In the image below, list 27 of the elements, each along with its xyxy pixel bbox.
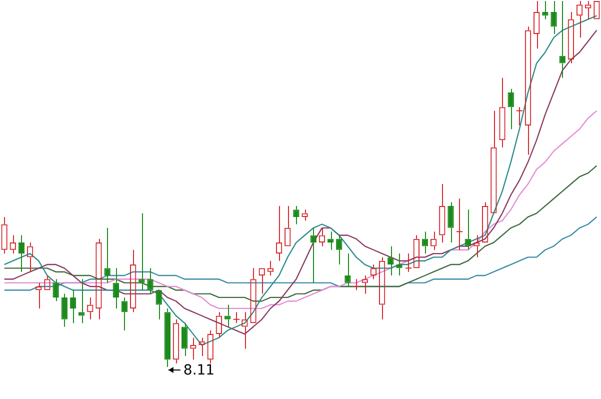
candlestick [138, 212, 145, 291]
candlestick [542, 0, 548, 20]
candlestick [147, 268, 154, 294]
candlestick [18, 234, 25, 272]
candlestick [396, 253, 402, 276]
candlestick [78, 278, 85, 324]
candlestick [508, 88, 514, 130]
candlestick [156, 290, 162, 320]
candlestick [559, 0, 566, 78]
candlestick [61, 293, 68, 328]
candlestick [448, 202, 454, 244]
candlestick [422, 231, 428, 254]
candlestick [336, 234, 342, 266]
candlestick [182, 322, 188, 357]
candlestick [112, 268, 119, 309]
candlestick [52, 278, 59, 302]
candlestick [550, 0, 557, 34]
candlestick [70, 290, 76, 324]
candlestick [456, 198, 464, 250]
candlestick [352, 278, 360, 291]
candlestick [232, 312, 240, 324]
annotation: 8.11 [183, 362, 215, 379]
candlestick [164, 308, 171, 368]
candlestick [404, 253, 412, 272]
candlestick [516, 106, 524, 126]
candlestick [121, 296, 128, 331]
candlestick [464, 209, 472, 250]
